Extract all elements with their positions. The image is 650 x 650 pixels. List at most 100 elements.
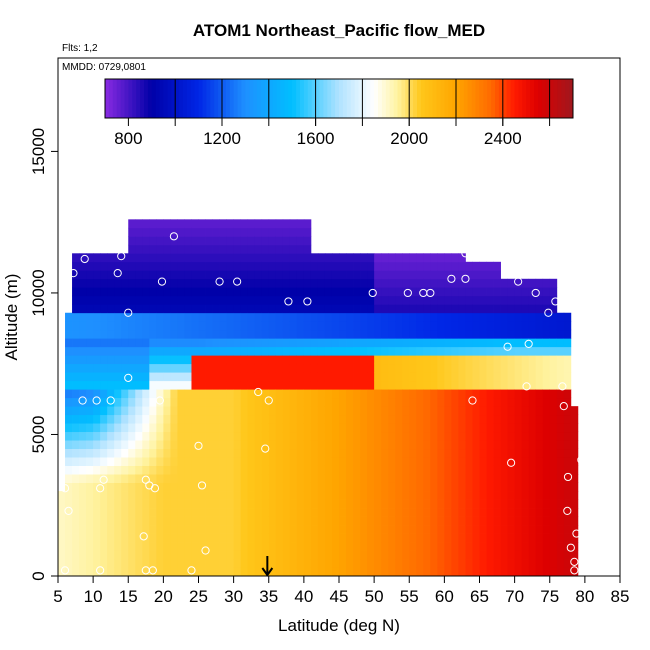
heatmap-cell bbox=[458, 329, 466, 339]
heatmap-cell bbox=[198, 244, 206, 254]
heatmap-cell bbox=[507, 312, 516, 322]
heatmap-cell bbox=[360, 559, 368, 568]
heatmap-cell bbox=[381, 525, 389, 534]
heatmap-cell bbox=[339, 295, 347, 305]
heatmap-cell bbox=[542, 380, 551, 390]
heatmap-cell bbox=[177, 406, 185, 416]
heatmap-cell bbox=[360, 363, 368, 373]
heatmap-cell bbox=[331, 542, 340, 551]
heatmap-cell bbox=[500, 338, 508, 348]
heatmap-cell bbox=[353, 516, 361, 526]
heatmap-cell bbox=[535, 414, 544, 424]
heatmap-cell bbox=[479, 431, 487, 441]
heatmap-cell bbox=[324, 397, 333, 407]
heatmap-cell bbox=[535, 448, 544, 458]
heatmap-cell bbox=[549, 431, 558, 441]
observation-point bbox=[261, 444, 270, 453]
colorbar-segment bbox=[214, 79, 219, 118]
heatmap-cell bbox=[500, 457, 508, 466]
heatmap-cell bbox=[268, 227, 277, 237]
observation-point bbox=[522, 382, 531, 391]
heatmap-cell bbox=[86, 474, 94, 483]
heatmap-cell bbox=[486, 550, 494, 560]
heatmap-cell bbox=[388, 312, 396, 322]
heatmap-cell bbox=[226, 304, 235, 314]
colorbar-segment bbox=[440, 79, 445, 118]
heatmap-cell bbox=[458, 414, 466, 424]
heatmap-cell bbox=[331, 559, 340, 568]
heatmap-cell bbox=[135, 423, 143, 433]
heatmap-cell bbox=[472, 525, 480, 534]
heatmap-cell bbox=[570, 457, 579, 466]
heatmap-cell bbox=[282, 380, 291, 390]
heatmap-cell bbox=[514, 431, 523, 441]
colorbar-segment bbox=[342, 79, 348, 118]
heatmap-cell bbox=[521, 287, 530, 297]
x-axis: 5 10 15 20 25 30 35 40 45 50 55 60 65 70 75 80 85 bbox=[53, 576, 629, 606]
heatmap-cell bbox=[402, 287, 410, 297]
heatmap-cell bbox=[310, 321, 319, 331]
heatmap-cell bbox=[465, 355, 473, 365]
heatmap-cell bbox=[93, 499, 101, 509]
heatmap-cell bbox=[346, 295, 354, 305]
heatmap-cell bbox=[528, 550, 537, 560]
heatmap-cell bbox=[107, 559, 115, 568]
observation-point bbox=[197, 481, 207, 490]
heatmap-cell bbox=[170, 380, 178, 390]
heatmap-cell bbox=[465, 491, 473, 500]
heatmap-cell bbox=[275, 474, 284, 483]
heatmap-cell bbox=[114, 270, 122, 280]
heatmap-cell bbox=[556, 525, 565, 534]
heatmap-cell bbox=[191, 363, 199, 373]
heatmap-cell bbox=[472, 261, 480, 271]
heatmap-cell bbox=[542, 414, 551, 424]
heatmap-cell bbox=[135, 278, 143, 288]
heatmap-cell bbox=[514, 304, 523, 314]
heatmap-cell bbox=[317, 363, 326, 373]
heatmap-cell bbox=[493, 465, 501, 475]
heatmap-cell bbox=[324, 338, 333, 348]
heatmap-cell bbox=[563, 474, 572, 483]
heatmap-cell bbox=[535, 355, 544, 365]
observation-point bbox=[503, 342, 512, 351]
heatmap-cell bbox=[374, 380, 382, 390]
heatmap-cell bbox=[514, 491, 523, 500]
heatmap-cell bbox=[261, 304, 270, 314]
heatmap-cell bbox=[542, 550, 551, 560]
heatmap-cell bbox=[409, 363, 417, 373]
heatmap-cell bbox=[479, 363, 487, 373]
heatmap-cell bbox=[402, 423, 410, 433]
heatmap-cell bbox=[163, 542, 171, 551]
heatmap-cell bbox=[149, 312, 157, 322]
heatmap-cell bbox=[289, 397, 298, 407]
heatmap-cell bbox=[374, 253, 382, 263]
heatmap-cell bbox=[247, 508, 256, 517]
heatmap-cell bbox=[289, 346, 298, 356]
colorbar-segment bbox=[120, 79, 125, 118]
observation-point bbox=[544, 308, 553, 317]
heatmap-cell bbox=[374, 423, 382, 433]
heatmap-cell bbox=[317, 355, 326, 365]
heatmap-cell bbox=[128, 533, 136, 543]
heatmap-cell bbox=[409, 508, 417, 517]
heatmap-cell bbox=[268, 457, 277, 466]
heatmap-cell bbox=[142, 312, 150, 322]
heatmap-cell bbox=[535, 474, 544, 483]
heatmap-cell bbox=[142, 423, 150, 433]
heatmap-cell bbox=[381, 508, 389, 517]
heatmap-cell bbox=[556, 542, 565, 551]
heatmap-cell bbox=[486, 423, 494, 433]
heatmap-cell bbox=[381, 533, 389, 543]
heatmap-cell bbox=[521, 423, 530, 433]
heatmap-cell bbox=[261, 380, 270, 390]
heatmap-cell bbox=[226, 431, 235, 441]
heatmap-cell bbox=[240, 312, 249, 322]
heatmap-cell bbox=[395, 295, 403, 305]
heatmap-cell bbox=[556, 516, 565, 526]
heatmap-cell bbox=[479, 304, 487, 314]
heatmap-cell bbox=[437, 372, 445, 382]
heatmap-cell bbox=[107, 312, 115, 322]
colorbar-segment bbox=[179, 79, 184, 118]
heatmap-cell bbox=[289, 423, 298, 433]
heatmap-cell bbox=[458, 465, 466, 475]
